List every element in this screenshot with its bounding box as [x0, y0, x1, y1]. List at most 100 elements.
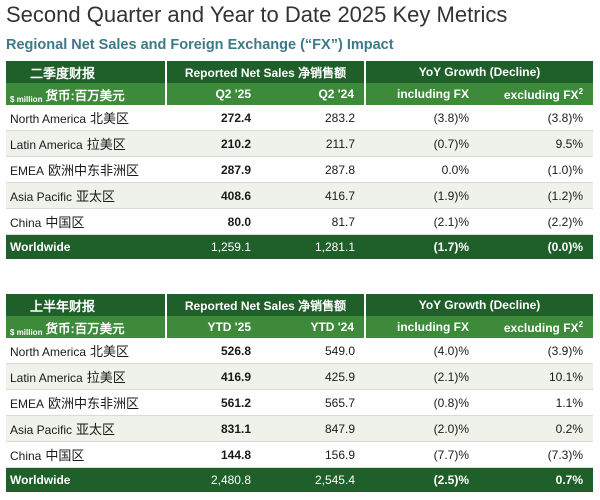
footnote-marker: 2	[578, 319, 584, 329]
excluding-fx-text: excluding FX	[503, 87, 579, 102]
including-fx-cell: (0.7)%	[365, 130, 479, 157]
table-row: China 中国区 144.8 156.9 (7.7)% (7.3)%	[6, 441, 594, 468]
region-en: EMEA	[10, 164, 45, 178]
ytd-metrics-table: 上半年财报 Reported Net Sales 净销售额 YoY Growth (…	[6, 294, 594, 492]
table-row: Asia Pacific 亚太区 408.6 416.7 (1.9)% (1.2)%	[6, 182, 594, 209]
region-cell: China 中国区	[6, 208, 166, 235]
current-sales-cell: 287.9	[166, 156, 261, 183]
reported-net-sales-header: Reported Net Sales 净销售额	[165, 61, 365, 83]
excluding-fx-cell: 1.1%	[479, 389, 594, 416]
including-fx-cell: (7.7)%	[365, 441, 479, 468]
region-cell: Asia Pacific 亚太区	[6, 415, 166, 442]
reported-net-sales-header: Reported Net Sales 净销售额	[165, 294, 365, 316]
table-row: EMEA 欧洲中东非洲区 561.2 565.7 (0.8)% 1.1%	[6, 389, 594, 416]
q2-column-header: $ million 货币:百万美元 Q2 '25 Q2 '24 including FX…	[6, 83, 594, 105]
region-cell: North America 北美区	[6, 338, 166, 364]
total-excluding-fx-cell: 0.7%	[479, 467, 594, 492]
region-cell: EMEA 欧洲中东非洲区	[6, 156, 166, 183]
ytd-group-header: 上半年财报 Reported Net Sales 净销售额 YoY Growth (…	[6, 294, 594, 316]
unit-small-label: $ million	[10, 94, 43, 104]
region-en: Latin America	[10, 371, 83, 385]
col-current-header: Q2 '25	[165, 83, 261, 105]
table-row: China 中国区 80.0 81.7 (2.1)% (2.2)%	[6, 208, 594, 235]
col-excluding-fx-header: excluding FX2	[479, 316, 594, 338]
region-cn: 拉美区	[86, 137, 126, 152]
current-sales-cell: 144.8	[166, 441, 261, 468]
prior-sales-cell: 211.7	[261, 130, 365, 157]
excluding-fx-cell: 10.1%	[479, 363, 594, 390]
excluding-fx-text: excluding FX	[503, 320, 579, 335]
region-en: EMEA	[10, 397, 45, 411]
region-en: China	[10, 216, 42, 230]
prior-sales-cell: 565.7	[261, 389, 365, 416]
prior-sales-cell: 425.9	[261, 363, 365, 390]
prior-sales-cell: 81.7	[261, 208, 365, 235]
table-row: North America 北美区 272.4 283.2 (3.8)% (3.8)%	[6, 105, 594, 131]
region-en: Asia Pacific	[10, 190, 73, 204]
region-cn: 中国区	[45, 215, 85, 230]
table-row: North America 北美区 526.8 549.0 (4.0)% (3.9)%	[6, 338, 594, 364]
q2-metrics-table: 二季度财报 Reported Net Sales 净销售额 YoY Growth (…	[6, 61, 594, 259]
including-fx-cell: (2.1)%	[365, 208, 479, 235]
total-label: Worldwide	[6, 234, 166, 259]
table-row: Asia Pacific 亚太区 831.1 847.9 (2.0)% 0.2%	[6, 415, 594, 442]
worldwide-total-row: Worldwide 2,480.8 2,545.4 (2.5)% 0.7%	[6, 467, 594, 492]
prior-sales-cell: 287.8	[261, 156, 365, 183]
worldwide-total-row: Worldwide 1,259.1 1,281.1 (1.7)% (0.0)%	[6, 234, 594, 259]
region-cn: 拉美区	[86, 370, 126, 385]
current-sales-cell: 210.2	[166, 130, 261, 157]
col-including-fx-header: including FX	[364, 83, 479, 105]
table-row: EMEA 欧洲中东非洲区 287.9 287.8 0.0% (1.0)%	[6, 156, 594, 183]
prior-sales-cell: 549.0	[261, 338, 365, 364]
unit-small-label: $ million	[10, 327, 43, 337]
footnote-marker: 2	[578, 86, 584, 96]
current-sales-cell: 80.0	[166, 208, 261, 235]
region-cn: 北美区	[90, 111, 130, 126]
total-prior-cell: 2,545.4	[261, 467, 365, 492]
excluding-fx-cell: (1.0)%	[479, 156, 594, 183]
region-cell: Latin America 拉美区	[6, 130, 166, 157]
table-row: Latin America 拉美区 416.9 425.9 (2.1)% 10.1%	[6, 363, 594, 390]
current-sales-cell: 272.4	[166, 105, 261, 131]
table-row: Latin America 拉美区 210.2 211.7 (0.7)% 9.5%	[6, 130, 594, 157]
col-current-header: YTD '25	[165, 316, 261, 338]
page-subtitle: Regional Net Sales and Foreign Exchange …	[6, 37, 394, 53]
region-cn: 北美区	[90, 344, 130, 359]
region-cn: 亚太区	[76, 189, 116, 204]
col-excluding-fx-header: excluding FX2	[479, 83, 594, 105]
total-current-cell: 2,480.8	[166, 467, 261, 492]
excluding-fx-cell: (1.2)%	[479, 182, 594, 209]
region-en: North America	[10, 112, 87, 126]
excluding-fx-cell: 9.5%	[479, 130, 594, 157]
excluding-fx-cell: (7.3)%	[479, 441, 594, 468]
current-sales-cell: 526.8	[166, 338, 261, 364]
excluding-fx-cell: 0.2%	[479, 415, 594, 442]
region-cell: China 中国区	[6, 441, 166, 468]
q2-group-header: 二季度财报 Reported Net Sales 净销售额 YoY Growth (…	[6, 61, 594, 83]
region-en: Latin America	[10, 138, 83, 152]
region-cn: 欧洲中东非洲区	[48, 163, 140, 178]
unit-cn-label: 货币:百万美元	[45, 321, 125, 336]
col-prior-header: Q2 '24	[261, 83, 365, 105]
region-cn: 欧洲中东非洲区	[48, 396, 140, 411]
including-fx-cell: (2.1)%	[365, 363, 479, 390]
region-cell: EMEA 欧洲中东非洲区	[6, 389, 166, 416]
including-fx-cell: (4.0)%	[365, 338, 479, 364]
current-sales-cell: 416.9	[166, 363, 261, 390]
total-including-fx-cell: (1.7)%	[365, 234, 479, 259]
unit-label: $ million 货币:百万美元	[6, 83, 166, 105]
region-cn: 亚太区	[76, 422, 116, 437]
yoy-growth-header: YoY Growth (Decline)	[363, 294, 594, 316]
region-en: China	[10, 449, 42, 463]
current-sales-cell: 408.6	[166, 182, 261, 209]
ytd-column-header: $ million 货币:百万美元 YTD '25 YTD '24 including …	[6, 316, 594, 338]
prior-sales-cell: 156.9	[261, 441, 365, 468]
segment-label: 二季度财报	[6, 61, 166, 83]
unit-cn-label: 货币:百万美元	[45, 88, 125, 103]
region-en: Asia Pacific	[10, 423, 73, 437]
segment-label: 上半年财报	[6, 294, 166, 316]
total-prior-cell: 1,281.1	[261, 234, 365, 259]
prior-sales-cell: 847.9	[261, 415, 365, 442]
total-current-cell: 1,259.1	[166, 234, 261, 259]
region-cn: 中国区	[45, 448, 85, 463]
